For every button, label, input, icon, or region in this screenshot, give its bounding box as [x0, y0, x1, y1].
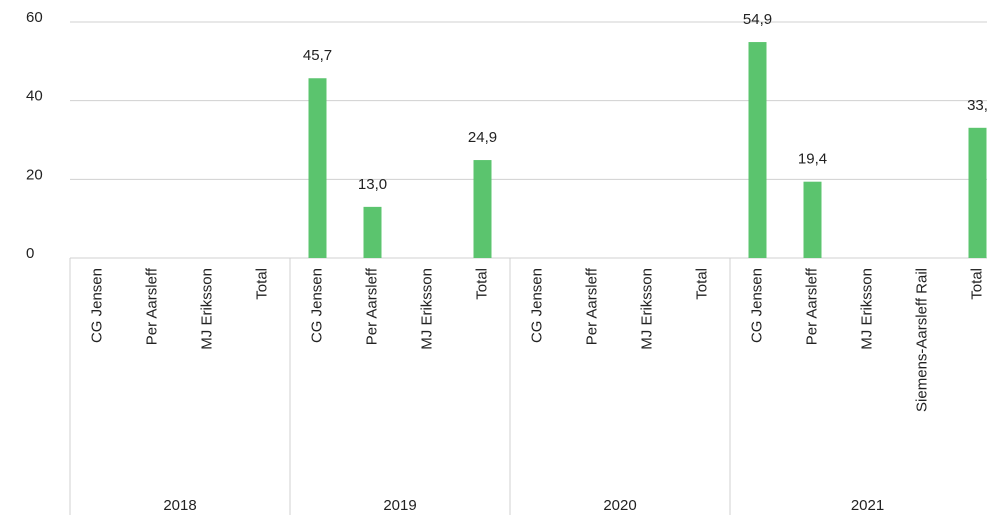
- x-tick-label: Per Aarsleff: [363, 267, 380, 345]
- x-tick-label: Total: [968, 268, 985, 300]
- bar: [803, 181, 822, 258]
- bar: [363, 206, 382, 258]
- y-tick-label: 60: [26, 9, 43, 26]
- x-tick-label: Per Aarsleff: [143, 267, 160, 345]
- bar: [748, 42, 767, 259]
- x-tick-label: Per Aarsleff: [583, 267, 600, 345]
- value-label: 13,0: [358, 176, 387, 193]
- x-tick-label: CG Jensen: [748, 268, 765, 343]
- group-label: 2019: [383, 497, 416, 514]
- x-tick-label: CG Jensen: [88, 268, 105, 343]
- value-label: 24,9: [468, 129, 497, 146]
- group-label: 2020: [603, 497, 636, 514]
- group-label: 2021: [851, 497, 884, 514]
- y-tick-label: 40: [26, 88, 43, 105]
- y-tick-label: 0: [26, 245, 34, 262]
- x-tick-label: CG Jensen: [308, 268, 325, 343]
- x-tick-label: MJ Eriksson: [858, 268, 875, 350]
- x-tick-label: Total: [693, 268, 710, 300]
- x-tick-label: CG Jensen: [528, 268, 545, 343]
- x-tick-label: Total: [473, 268, 490, 300]
- value-label: 33,: [967, 97, 987, 114]
- x-tick-label: Total: [253, 268, 270, 300]
- y-tick-label: 20: [26, 166, 43, 183]
- value-label: 54,9: [743, 11, 772, 28]
- value-label: 19,4: [798, 151, 827, 168]
- x-tick-label: MJ Eriksson: [198, 268, 215, 350]
- value-label: 45,7: [303, 47, 332, 64]
- x-tick-label: Siemens-Aarsleff Rail: [913, 268, 930, 412]
- group-label: 2018: [163, 497, 196, 514]
- bar: [968, 127, 987, 258]
- bar: [308, 78, 327, 258]
- x-tick-label: MJ Eriksson: [638, 268, 655, 350]
- x-tick-label: MJ Eriksson: [418, 268, 435, 350]
- x-tick-label: Per Aarsleff: [803, 267, 820, 345]
- bar: [473, 160, 492, 258]
